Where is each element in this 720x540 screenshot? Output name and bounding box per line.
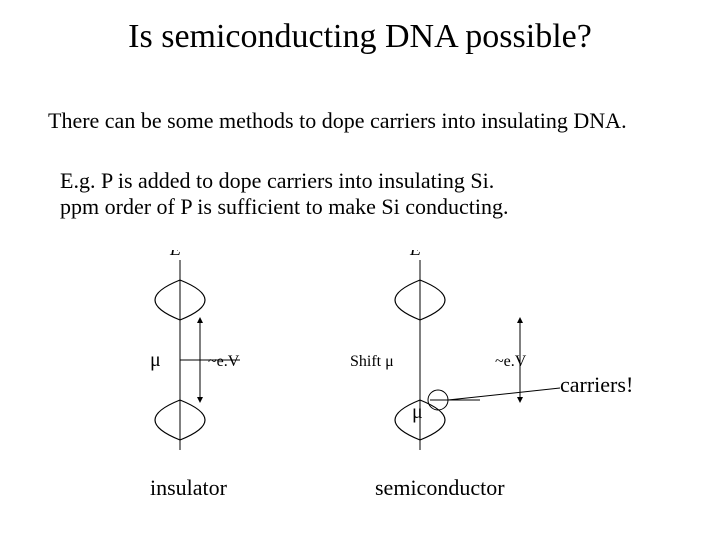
slide-title: Is semiconducting DNA possible? — [0, 18, 720, 56]
mu-label: μ — [150, 349, 161, 371]
mu-label-shifted: μ — [412, 401, 423, 423]
ev-label-semiconductor: ~e.V — [495, 353, 527, 370]
axis-label-E-2: E — [409, 250, 421, 259]
insulator-caption: insulator — [150, 475, 228, 500]
carriers-label: carriers! — [560, 372, 633, 398]
semiconductor-caption: semiconductor — [375, 475, 505, 500]
axis-label-E: E — [169, 250, 181, 259]
body-line-1: There can be some methods to dope carrie… — [48, 108, 627, 134]
insulator-diagram: E μ ~e.V insulator — [150, 250, 240, 500]
ev-label-insulator: ~e.V — [208, 353, 240, 370]
slide: Is semiconducting DNA possible? There ca… — [0, 0, 720, 540]
semiconductor-diagram: E Shift μ ~e.V μ semiconductor — [350, 250, 560, 500]
body-line-2: E.g. P is added to dope carriers into in… — [60, 168, 494, 194]
body-line-3: ppm order of P is sufficient to make Si … — [60, 194, 509, 220]
shift-mu-label: Shift μ — [350, 353, 394, 370]
